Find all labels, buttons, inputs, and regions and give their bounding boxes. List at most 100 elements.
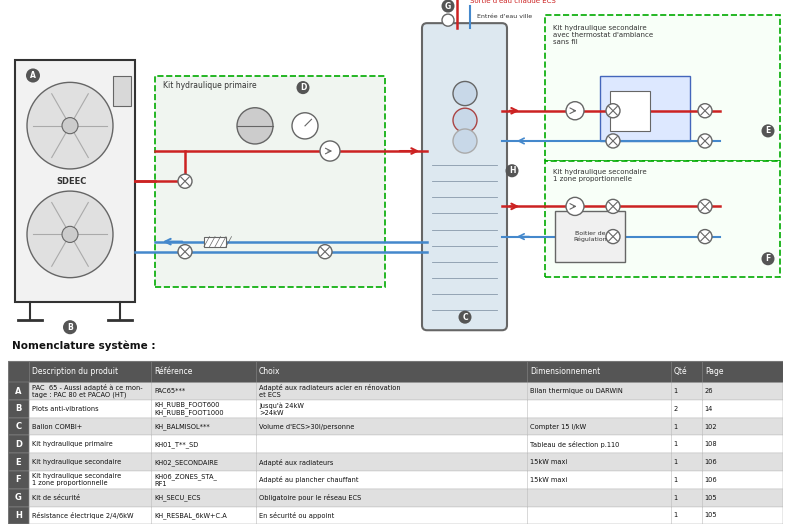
Text: D: D xyxy=(15,440,22,449)
Text: Nomenclature système :: Nomenclature système : xyxy=(12,340,155,350)
Circle shape xyxy=(318,245,332,259)
Circle shape xyxy=(292,113,318,139)
Text: Obligatoire pour le réseau ECS: Obligatoire pour le réseau ECS xyxy=(259,494,361,501)
Bar xyxy=(8,360,783,382)
Circle shape xyxy=(442,14,454,26)
Text: KH01_T**_SD: KH01_T**_SD xyxy=(154,441,198,448)
Bar xyxy=(15,61,135,302)
Text: 2: 2 xyxy=(674,406,678,412)
Bar xyxy=(8,453,783,471)
Circle shape xyxy=(698,230,712,243)
Text: F: F xyxy=(16,475,21,484)
Bar xyxy=(155,75,385,287)
Text: Sortie d'eau chaude ECS: Sortie d'eau chaude ECS xyxy=(470,0,556,4)
Circle shape xyxy=(62,226,78,242)
Text: D: D xyxy=(300,83,306,92)
Bar xyxy=(8,506,783,524)
Bar xyxy=(600,75,690,141)
Text: Kit hydraulique primaire: Kit hydraulique primaire xyxy=(163,81,257,90)
Bar xyxy=(113,75,131,106)
Text: 26: 26 xyxy=(705,388,713,394)
Text: 14: 14 xyxy=(705,406,713,412)
Text: Référence: Référence xyxy=(154,367,193,376)
Text: E: E xyxy=(766,126,770,135)
Circle shape xyxy=(178,245,192,259)
Text: Qté: Qté xyxy=(674,367,687,376)
Text: KH06_ZONES_STA_
RF1: KH06_ZONES_STA_ RF1 xyxy=(154,473,217,487)
Text: SDEEC: SDEEC xyxy=(57,177,87,186)
Text: 15kW maxi: 15kW maxi xyxy=(530,477,567,483)
Text: 1: 1 xyxy=(674,459,678,465)
Text: Adapté aux radiateurs: Adapté aux radiateurs xyxy=(259,458,334,466)
Text: Jusqu'à 24kW
>24kW: Jusqu'à 24kW >24kW xyxy=(259,402,304,416)
Circle shape xyxy=(698,134,712,148)
Text: C: C xyxy=(15,422,21,431)
Text: Bilan thermique ou DARWIN: Bilan thermique ou DARWIN xyxy=(530,388,623,394)
Bar xyxy=(8,506,29,524)
Circle shape xyxy=(27,191,113,278)
Circle shape xyxy=(442,0,455,13)
Text: 1: 1 xyxy=(674,424,678,430)
Text: KH02_SECONDAIRE: KH02_SECONDAIRE xyxy=(154,459,218,465)
Bar xyxy=(8,435,783,453)
Text: 108: 108 xyxy=(705,442,718,447)
Text: A: A xyxy=(15,387,21,396)
Text: Résistance électrique 2/4/6kW: Résistance électrique 2/4/6kW xyxy=(32,512,134,519)
Circle shape xyxy=(762,124,774,138)
Circle shape xyxy=(26,69,40,83)
Bar xyxy=(8,382,29,400)
Circle shape xyxy=(453,108,477,132)
Text: F: F xyxy=(766,254,770,264)
Text: PAC65***: PAC65*** xyxy=(154,388,186,394)
Circle shape xyxy=(606,104,620,118)
Bar xyxy=(8,489,29,506)
Text: Page: Page xyxy=(705,367,723,376)
Text: Plots anti-vibrations: Plots anti-vibrations xyxy=(32,406,98,412)
Text: B: B xyxy=(67,323,73,331)
Text: Kit hydraulique secondaire
1 zone proportionnelle: Kit hydraulique secondaire 1 zone propor… xyxy=(32,473,121,486)
Text: 106: 106 xyxy=(705,459,718,465)
Text: Kit hydraulique secondaire: Kit hydraulique secondaire xyxy=(32,459,121,465)
Text: 106: 106 xyxy=(705,477,718,483)
Circle shape xyxy=(297,81,309,94)
Bar xyxy=(8,471,29,489)
Text: KH_BALMISOL***: KH_BALMISOL*** xyxy=(154,423,210,430)
Circle shape xyxy=(63,320,77,334)
Text: 105: 105 xyxy=(705,512,718,519)
Bar xyxy=(8,489,783,506)
Text: En sécurité ou appoint: En sécurité ou appoint xyxy=(259,512,334,519)
Text: PAC  65 - Aussi adapté à ce mon-
tage : PAC 80 et PACAO (HT): PAC 65 - Aussi adapté à ce mon- tage : P… xyxy=(32,384,142,398)
Text: Adapté au plancher chauffant: Adapté au plancher chauffant xyxy=(259,476,359,483)
Text: Tableau de sélection p.110: Tableau de sélection p.110 xyxy=(530,441,619,448)
Text: 102: 102 xyxy=(705,424,718,430)
Text: Kit de sécurité: Kit de sécurité xyxy=(32,495,80,501)
Text: Dimensionnement: Dimensionnement xyxy=(530,367,600,376)
Text: A: A xyxy=(30,71,36,80)
Circle shape xyxy=(453,129,477,153)
Text: H: H xyxy=(508,166,515,175)
Circle shape xyxy=(606,134,620,148)
Bar xyxy=(8,360,783,524)
Bar xyxy=(8,400,783,418)
Circle shape xyxy=(698,104,712,118)
Circle shape xyxy=(178,174,192,188)
Bar xyxy=(8,400,29,418)
Text: KH_RUBB_FOOT600
KH_RUBB_FOOT1000: KH_RUBB_FOOT600 KH_RUBB_FOOT1000 xyxy=(154,402,224,416)
Text: Entrée d'eau ville: Entrée d'eau ville xyxy=(477,14,532,19)
Circle shape xyxy=(505,164,519,177)
Circle shape xyxy=(606,199,620,213)
Text: Compter 15 l/kW: Compter 15 l/kW xyxy=(530,424,586,430)
Bar xyxy=(8,418,29,435)
Text: G: G xyxy=(15,493,22,502)
Bar xyxy=(8,453,29,471)
Text: Volume d'ECS>30l/personne: Volume d'ECS>30l/personne xyxy=(259,424,354,430)
FancyBboxPatch shape xyxy=(422,23,507,330)
Bar xyxy=(610,91,650,131)
Text: 1: 1 xyxy=(674,512,678,519)
Text: Choix: Choix xyxy=(259,367,280,376)
Bar xyxy=(555,211,625,262)
Circle shape xyxy=(62,118,78,134)
Text: Kit hydraulique secondaire
1 zone proportionnelle: Kit hydraulique secondaire 1 zone propor… xyxy=(553,169,647,182)
Text: C: C xyxy=(462,313,467,321)
Circle shape xyxy=(762,252,774,265)
